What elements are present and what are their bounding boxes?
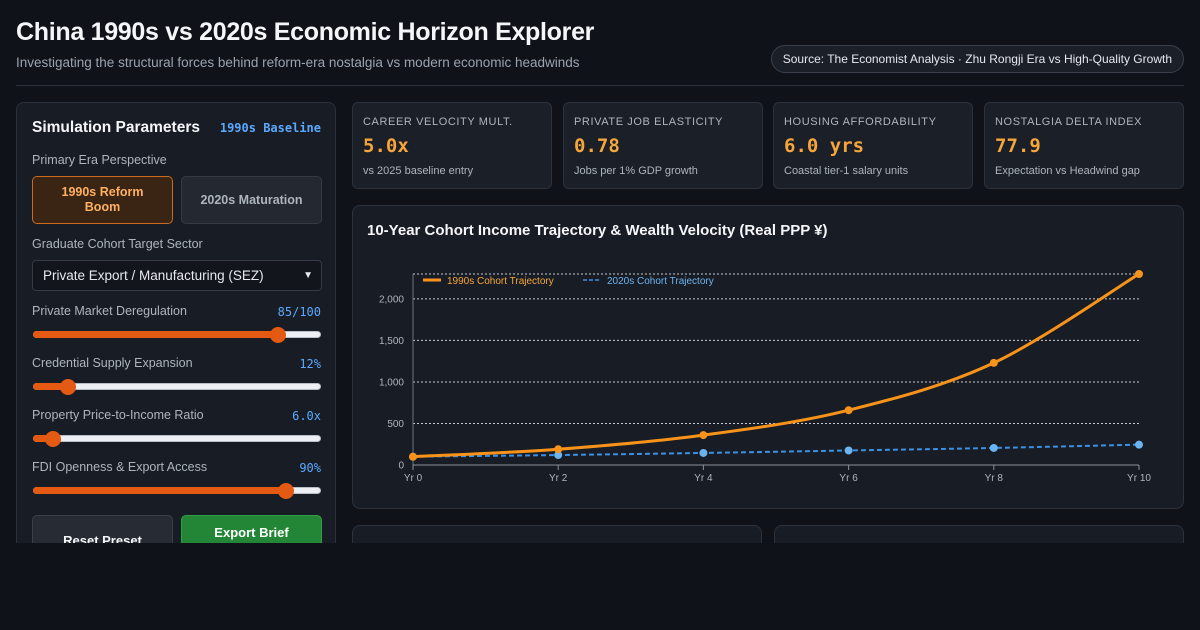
page-header: China 1990s vs 2020s Economic Horizon Ex… [16,18,1184,86]
data-point [699,431,708,440]
baseline-tag: 1990s Baseline [219,121,321,135]
slider-value-property: 6.0x [292,409,321,423]
data-point [699,448,708,457]
slider-fill [33,487,286,494]
x-tick-label: Yr 10 [1127,473,1151,484]
page-title: China 1990s vs 2020s Economic Horizon Ex… [16,18,595,46]
era-label: Primary Era Perspective [32,153,167,167]
kpi-subtext: Jobs per 1% GDP growth [574,165,698,177]
x-tick-label: Yr 6 [839,473,858,484]
credential-slider[interactable] [33,379,321,395]
page-bottom-background [0,543,1200,630]
data-point [844,446,853,455]
kpi-value: 5.0x [363,135,409,157]
chart-title: 10-Year Cohort Income Trajectory & Wealt… [367,222,828,239]
kpi-subtext: Expectation vs Headwind gap [995,165,1140,177]
slider-thumb[interactable] [60,379,76,395]
slider-thumb[interactable] [270,327,286,343]
property-slider[interactable] [33,431,321,447]
data-point [1135,270,1143,278]
y-tick-label: 1,500 [379,336,404,347]
slider-track [33,383,321,390]
kpi-label: CAREER VELOCITY MULT. [363,116,513,128]
x-tick-label: Yr 8 [985,473,1004,484]
kpi-subtext: Coastal tier-1 salary units [784,165,909,177]
x-tick-label: Yr 0 [404,473,423,484]
y-tick-label: 0 [398,461,404,472]
data-point [409,452,417,461]
income-trajectory-chart-card: 10-Year Cohort Income Trajectory & Wealt… [352,205,1184,509]
data-point [989,443,998,452]
kpi-label: PRIVATE JOB ELASTICITY [574,116,724,128]
kpi-job-elasticity: PRIVATE JOB ELASTICITY 0.78 Jobs per 1% … [563,102,763,189]
data-point [989,358,998,367]
sector-label: Graduate Cohort Target Sector [32,237,203,251]
slider-value-fdi: 90% [299,461,321,475]
kpi-value: 6.0 yrs [784,135,865,157]
source-badge: Source: The Economist Analysis · Zhu Ron… [770,45,1184,73]
x-tick-label: Yr 4 [694,473,713,484]
slider-thumb[interactable] [45,431,61,447]
data-point [554,451,563,460]
y-tick-label: 500 [387,419,404,430]
era-option-1990s[interactable]: 1990s Reform Boom [32,176,173,224]
data-point [1135,440,1143,449]
slider-label-credential: Credential Supply Expansion [32,356,193,370]
deregulation-slider[interactable] [33,327,321,343]
kpi-value: 77.9 [995,135,1041,157]
kpi-nostalgia-delta: NOSTALGIA DELTA INDEX 77.9 Expectation v… [984,102,1184,189]
chevron-down-icon: ▼ [303,270,313,281]
slider-label-property: Property Price-to-Income Ratio [32,408,204,422]
sector-select-value: Private Export / Manufacturing (SEZ) [43,268,264,283]
era-option-2020s[interactable]: 2020s Maturation [181,176,322,224]
kpi-subtext: vs 2025 baseline entry [363,165,474,177]
data-point [554,445,563,454]
kpi-label: HOUSING AFFORDABILITY [784,116,937,128]
slider-value-credential: 12% [299,357,321,371]
y-tick-label: 1,000 [379,377,404,388]
kpi-value: 0.78 [574,135,620,157]
panel-title: Simulation Parameters [32,119,200,136]
slider-label-deregulation: Private Market Deregulation [32,304,187,318]
slider-fill [33,435,53,442]
kpi-career-velocity: CAREER VELOCITY MULT. 5.0x vs 2025 basel… [352,102,552,189]
slider-label-fdi: FDI Openness & Export Access [32,460,208,474]
slider-track [33,435,321,442]
income-trajectory-chart: 0 500 1,000 1,500 2,000 Yr 0 Yr 2 Yr 4 Yr 6 Yr 8 Y… [379,270,1151,484]
kpi-label: NOSTALGIA DELTA INDEX [995,116,1143,128]
series-line-1990s [412,272,1140,459]
sector-select[interactable]: Private Export / Manufacturing (SEZ) ▼ [32,260,322,291]
data-point [844,406,853,415]
slider-thumb[interactable] [278,483,294,499]
simulation-parameters-panel: Simulation Parameters 1990s Baseline Pri… [16,102,336,562]
series-line-2020s [412,443,1140,458]
legend-label: 2020s Cohort Trajectory [607,276,714,287]
fdi-slider[interactable] [33,483,321,499]
slider-value-deregulation: 85/100 [277,305,321,319]
x-tick-label: Yr 2 [549,473,568,484]
y-tick-label: 2,000 [379,294,404,305]
legend-label: 1990s Cohort Trajectory [447,276,554,287]
kpi-housing-affordability: HOUSING AFFORDABILITY 6.0 yrs Coastal ti… [773,102,973,189]
page-subtitle: Investigating the structural forces behi… [16,55,580,70]
slider-fill [33,383,68,390]
slider-fill [33,331,278,338]
